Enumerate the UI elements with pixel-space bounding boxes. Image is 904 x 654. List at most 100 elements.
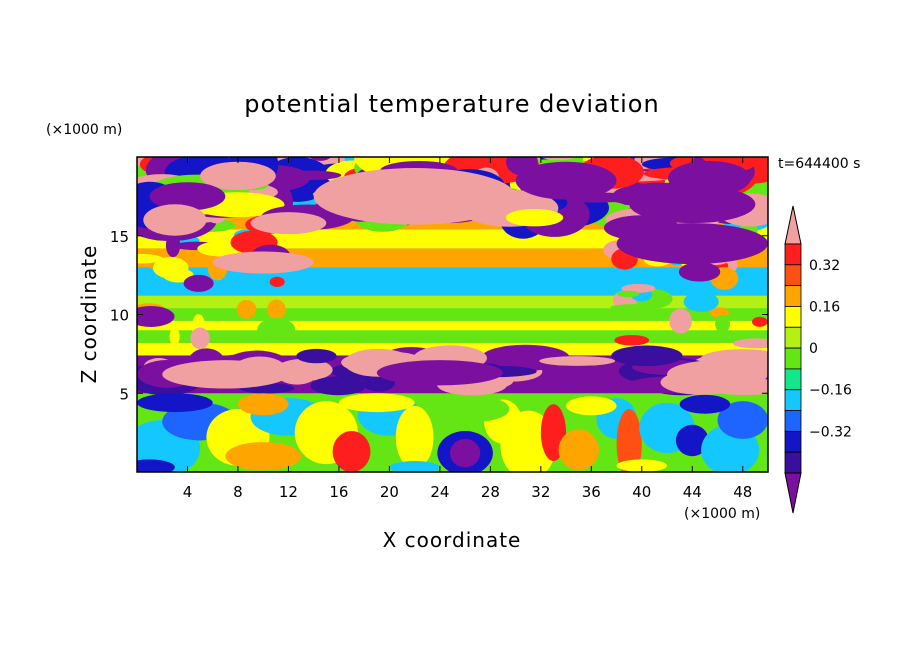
colorbar-tick-label: 0 (809, 341, 818, 357)
field-patch (540, 157, 577, 161)
field-band (137, 320, 768, 331)
colorbar-tick-label: 0.32 (809, 258, 840, 274)
colorbar-swatch (784, 285, 802, 307)
field-patch (309, 157, 332, 161)
field-patch (313, 168, 516, 225)
field-patch (621, 283, 656, 293)
y-unit-label: (×1000 m) (46, 122, 122, 138)
x-axis-label: X coordinate (383, 528, 522, 552)
field-patch (257, 317, 296, 342)
field-eddy (137, 393, 213, 413)
field-eddy (225, 442, 302, 471)
field-eddy (679, 394, 731, 414)
x-tick-label: 36 (582, 483, 601, 501)
field-patch (667, 360, 768, 389)
field-patch (616, 290, 640, 298)
field-eddy (717, 401, 768, 439)
y-axis-label: Z coordinate (77, 245, 101, 384)
field-eddy (338, 393, 415, 413)
x-tick-label: 24 (430, 483, 449, 501)
colorbar-extend-low (784, 472, 802, 514)
field-patch (515, 161, 617, 200)
field-patch (162, 360, 289, 389)
field-patch (610, 304, 658, 311)
field-patch (276, 361, 318, 385)
x-tick-label: 16 (329, 483, 348, 501)
colorbar-swatch (784, 368, 802, 391)
field-patch (269, 276, 285, 288)
field-patch (678, 262, 721, 282)
y-tick-label: 5 (119, 385, 129, 403)
field-patch (212, 251, 314, 274)
y-axis-ticks: 5 10 15 (110, 228, 768, 403)
x-tick-label: 20 (380, 483, 399, 501)
field-patch (137, 305, 175, 327)
field-patch (376, 360, 503, 386)
field-patch (250, 212, 327, 235)
x-tick-label: 44 (683, 483, 702, 501)
x-unit-label: (×1000 m) (684, 506, 760, 522)
x-tick-label: 4 (183, 483, 193, 501)
field-eddy (616, 459, 668, 472)
field-band (137, 308, 768, 321)
chart-title: potential temperature deviation (244, 90, 659, 118)
field-patch (236, 299, 257, 319)
field-patch (143, 204, 207, 236)
field-patch (296, 348, 337, 364)
field-eddy (332, 431, 371, 472)
colorbar-labels: 0.32 0.16 0 −0.16 −0.32 (809, 258, 852, 441)
heatmap-field (137, 157, 768, 472)
field-patch (190, 327, 210, 350)
field-patch (310, 376, 367, 396)
field-patch (149, 182, 226, 211)
time-label: t=644400 s (778, 156, 860, 172)
field-patch (505, 208, 564, 227)
colorbar-swatch (784, 430, 802, 453)
field-eddy (566, 396, 617, 416)
x-axis-ticks: 4 8 12 16 20 24 28 32 36 40 44 48 (183, 157, 752, 501)
field-patch (709, 307, 729, 318)
field-patch (137, 253, 164, 264)
x-tick-label: 8 (233, 483, 243, 501)
field-patch (200, 161, 276, 191)
x-tick-label: 48 (733, 483, 752, 501)
colorbar-swatch (784, 410, 802, 432)
field-patch (752, 316, 768, 327)
field-eddy (675, 424, 709, 457)
field-eddy (395, 405, 434, 469)
field-band (137, 295, 768, 309)
field-patch (153, 257, 189, 279)
colorbar-tick-label: 0.16 (809, 299, 840, 315)
colorbar-swatch (784, 389, 802, 411)
colorbar-swatch (784, 326, 802, 349)
field-patch (150, 331, 165, 340)
field-patch (732, 338, 768, 349)
field-eddy (616, 409, 642, 472)
colorbar-tick-label: −0.16 (809, 383, 852, 399)
y-tick-label: 10 (110, 307, 129, 325)
colorbar-swatch (784, 243, 802, 266)
field-patch (669, 308, 692, 334)
colorbar-swatch (784, 451, 802, 474)
field-patch (481, 344, 570, 371)
field-eddy (446, 396, 510, 422)
field-patch (629, 185, 756, 224)
field-eddy (389, 460, 440, 472)
field-eddy (558, 429, 599, 471)
colorbar-swatch (784, 306, 802, 328)
field-patch (688, 157, 709, 187)
field-patch (267, 299, 286, 320)
colorbar-extend-high (784, 205, 802, 245)
x-tick-label: 32 (531, 483, 550, 501)
field-eddy (137, 459, 175, 472)
field-patch (279, 170, 342, 181)
field-eddy (449, 438, 481, 468)
field-patch (183, 274, 214, 292)
colorbar (784, 205, 802, 514)
colorbar-swatch (784, 347, 802, 370)
colorbar-swatch (784, 264, 802, 287)
field-eddy (237, 393, 289, 416)
y-tick-label: 15 (110, 228, 129, 246)
field-band-cyan (137, 267, 768, 296)
